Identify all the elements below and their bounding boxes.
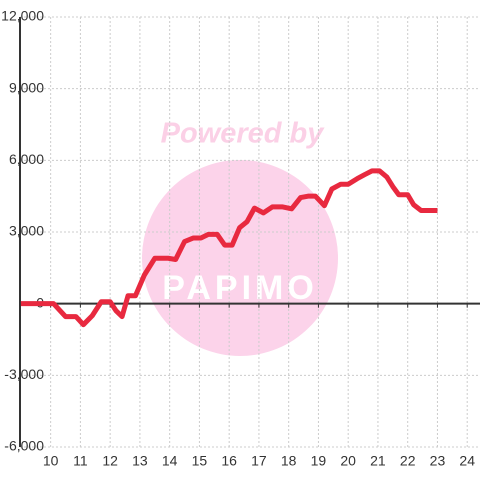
- y-tick-label: 6,000: [9, 151, 44, 167]
- y-tick-label: 9,000: [9, 79, 44, 95]
- y-tick-label: 3,000: [9, 223, 44, 239]
- x-tick-label: 19: [311, 453, 327, 469]
- x-tick-label: 17: [251, 453, 267, 469]
- x-tick-label: 10: [43, 453, 59, 469]
- x-tick-label: 12: [102, 453, 118, 469]
- x-tick-label: 20: [340, 453, 356, 469]
- x-tick-label: 22: [400, 453, 416, 469]
- x-tick-label: 14: [162, 453, 178, 469]
- y-tick-label: 12,000: [1, 8, 44, 24]
- x-tick-label: 13: [132, 453, 148, 469]
- x-tick-label: 23: [430, 453, 446, 469]
- x-tick-label: 24: [459, 453, 475, 469]
- x-tick-label: 11: [73, 453, 88, 469]
- x-tick-label: 16: [221, 453, 237, 469]
- watermark-text: Powered by: [161, 118, 326, 150]
- y-tick-label: -3,000: [4, 366, 44, 382]
- y-tick-label: -6,000: [4, 438, 44, 454]
- watermark-text: PAPIMO: [162, 269, 318, 307]
- data-line: [20, 168, 438, 328]
- x-tick-label: 18: [281, 453, 297, 469]
- x-tick-label: 21: [370, 453, 386, 469]
- x-tick-label: 15: [192, 453, 208, 469]
